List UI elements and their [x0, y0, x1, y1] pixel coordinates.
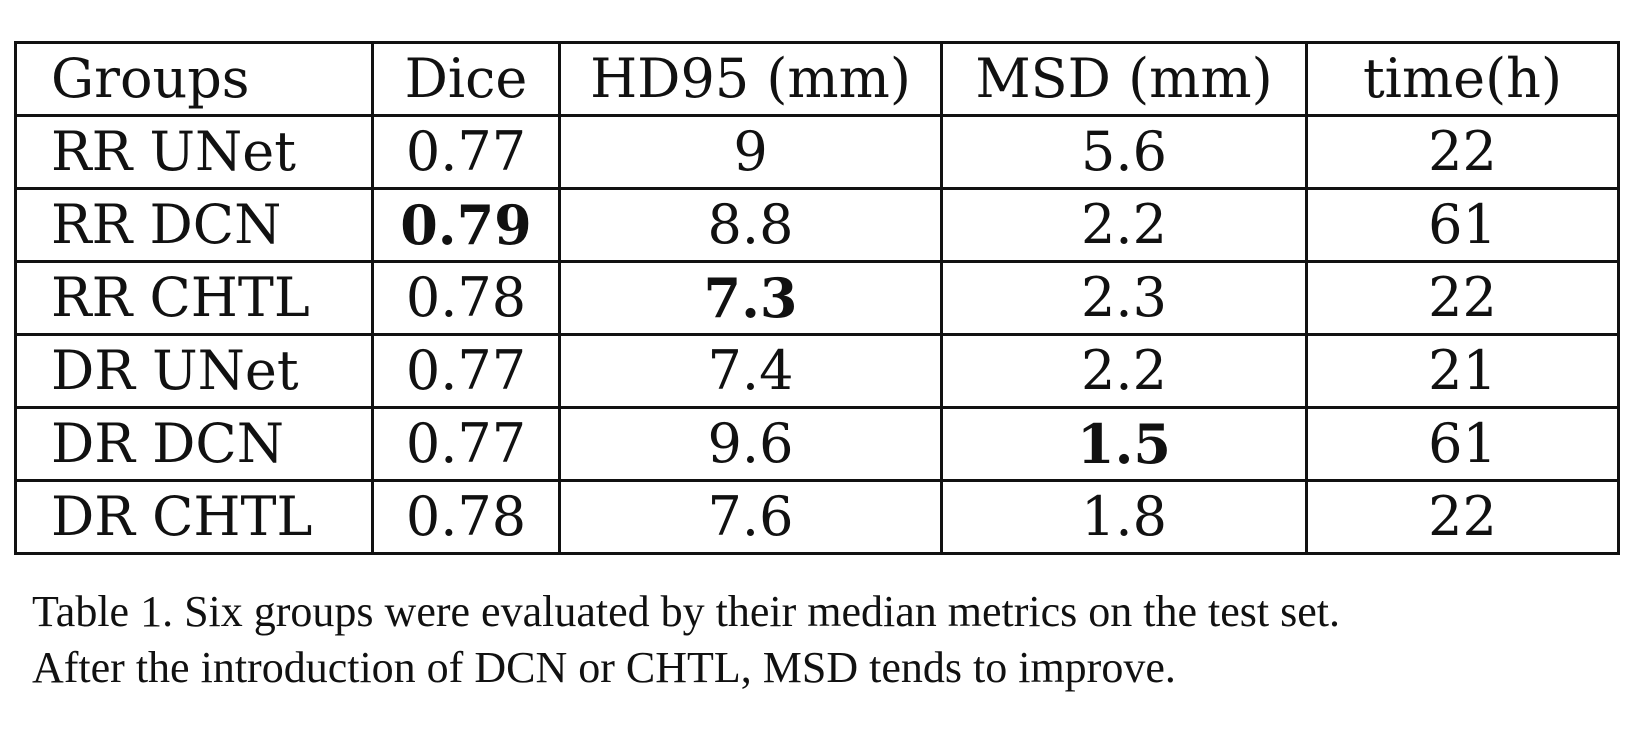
- msd-cell: 5.6: [940, 114, 1308, 190]
- msd-cell: 2.3: [940, 260, 1308, 336]
- msd-cell: 2.2: [940, 187, 1308, 263]
- hd95-cell: 7.6: [558, 479, 943, 555]
- time-cell: 22: [1305, 479, 1620, 555]
- column-header-groups: Groups: [14, 41, 374, 117]
- table-row: RR DCN 0.79 8.8 2.2 61: [14, 187, 1620, 263]
- table-body: RR UNet 0.77 9 5.6 22 RR DCN 0.79 8.8 2.…: [14, 114, 1620, 555]
- group-cell: RR UNet: [14, 114, 374, 190]
- header-row: Groups Dice HD95 (mm) MSD (mm) time(h): [14, 41, 1620, 117]
- time-cell: 61: [1305, 187, 1620, 263]
- hd95-cell-best: 7.3: [558, 260, 943, 336]
- dice-cell: 0.78: [371, 479, 561, 555]
- table-row: RR UNet 0.77 9 5.6 22: [14, 114, 1620, 190]
- table-row: DR DCN 0.77 9.6 1.5 61: [14, 406, 1620, 482]
- group-cell: DR CHTL: [14, 479, 374, 555]
- column-header-msd: MSD (mm): [940, 41, 1308, 117]
- table-header: Groups Dice HD95 (mm) MSD (mm) time(h): [14, 41, 1620, 117]
- time-cell: 22: [1305, 114, 1620, 190]
- column-header-time: time(h): [1305, 41, 1620, 117]
- group-cell: DR UNet: [14, 333, 374, 409]
- hd95-cell: 9: [558, 114, 943, 190]
- msd-cell-best: 1.5: [940, 406, 1308, 482]
- column-header-hd95: HD95 (mm): [558, 41, 943, 117]
- msd-cell: 2.2: [940, 333, 1308, 409]
- group-cell: RR DCN: [14, 187, 374, 263]
- hd95-cell: 9.6: [558, 406, 943, 482]
- column-header-dice: Dice: [371, 41, 561, 117]
- table-row: DR UNet 0.77 7.4 2.2 21: [14, 333, 1620, 409]
- group-cell: DR DCN: [14, 406, 374, 482]
- dice-cell: 0.77: [371, 114, 561, 190]
- time-cell: 61: [1305, 406, 1620, 482]
- table-caption: Table 1. Six groups were evaluated by th…: [32, 584, 1592, 696]
- dice-cell: 0.77: [371, 333, 561, 409]
- hd95-cell: 7.4: [558, 333, 943, 409]
- group-cell: RR CHTL: [14, 260, 374, 336]
- dice-cell: 0.78: [371, 260, 561, 336]
- time-cell: 21: [1305, 333, 1620, 409]
- hd95-cell: 8.8: [558, 187, 943, 263]
- msd-cell: 1.8: [940, 479, 1308, 555]
- caption-line-1: Table 1. Six groups were evaluated by th…: [32, 587, 1340, 636]
- table-row: DR CHTL 0.78 7.6 1.8 22: [14, 479, 1620, 555]
- dice-cell: 0.77: [371, 406, 561, 482]
- dice-cell-best: 0.79: [371, 187, 561, 263]
- time-cell: 22: [1305, 260, 1620, 336]
- results-table: Groups Dice HD95 (mm) MSD (mm) time(h) R…: [14, 41, 1620, 555]
- caption-line-2: After the introduction of DCN or CHTL, M…: [32, 643, 1176, 692]
- table-row: RR CHTL 0.78 7.3 2.3 22: [14, 260, 1620, 336]
